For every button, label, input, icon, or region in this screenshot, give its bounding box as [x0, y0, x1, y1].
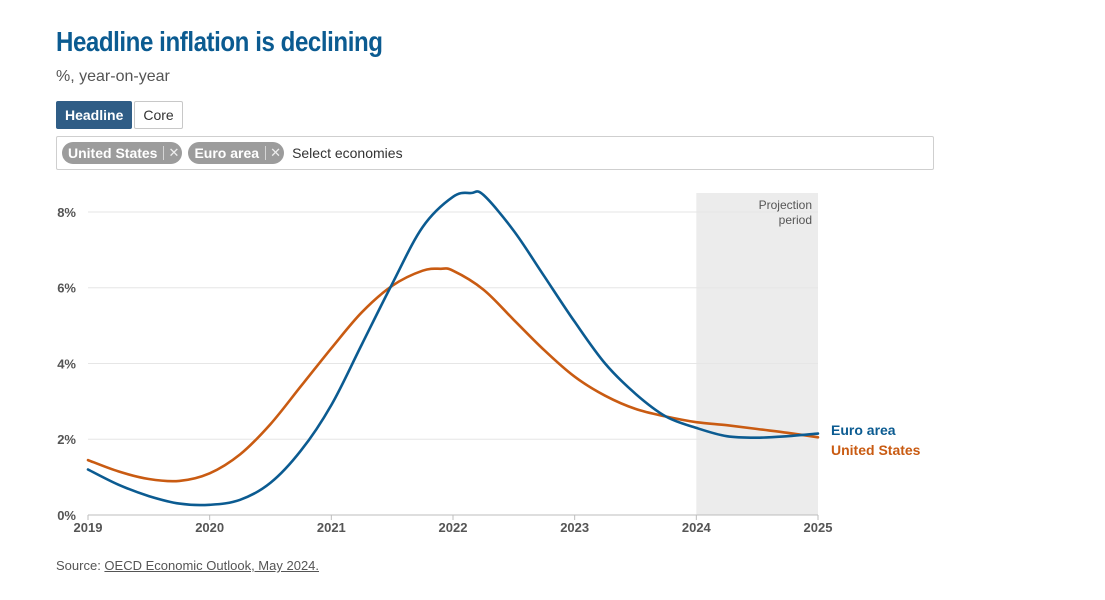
- source-prefix: Source:: [56, 558, 105, 573]
- projection-label: period: [779, 213, 812, 227]
- chip-united-states: United States ✕: [62, 142, 183, 164]
- x-tick-label: 2023: [560, 520, 589, 535]
- close-icon[interactable]: ✕: [168, 145, 180, 160]
- tab-core[interactable]: Core: [134, 101, 183, 129]
- chip-divider: [163, 146, 165, 160]
- chart-subtitle: %, year-on-year: [56, 68, 170, 85]
- chip-label: United States: [68, 145, 158, 161]
- projection-band: [696, 193, 818, 515]
- x-tick-label: 2025: [804, 520, 833, 535]
- chart-title: Headline inflation is declining: [56, 26, 383, 57]
- y-tick-label: 0%: [57, 508, 76, 523]
- economy-selector[interactable]: United States ✕ Euro area ✕ Select econo…: [56, 136, 934, 170]
- tab-headline[interactable]: Headline: [56, 101, 133, 129]
- close-icon[interactable]: ✕: [270, 145, 281, 160]
- y-tick-label: 8%: [57, 205, 76, 220]
- y-tick-label: 4%: [57, 356, 76, 371]
- x-tick-label: 2020: [195, 520, 224, 535]
- measure-tabs: Headline Core: [56, 101, 183, 129]
- chip-divider: [265, 146, 267, 160]
- chip-label: Euro area: [194, 145, 260, 161]
- series-line-united-states: [86, 267, 820, 483]
- x-tick-label: 2019: [74, 520, 103, 535]
- select-economies-input[interactable]: Select economies: [292, 145, 403, 161]
- x-tick-label: 2022: [439, 520, 468, 535]
- source-note: Source: OECD Economic Outlook, May 2024.: [56, 558, 319, 573]
- x-tick-label: 2021: [317, 520, 346, 535]
- y-tick-label: 2%: [57, 432, 76, 447]
- series-label-united-states: United States: [831, 442, 921, 458]
- series-line-euro-area: [86, 190, 820, 507]
- projection-label: Projection: [759, 198, 812, 212]
- chip-euro-area: Euro area ✕: [188, 142, 285, 164]
- x-tick-label: 2024: [682, 520, 712, 535]
- y-tick-label: 6%: [57, 281, 76, 296]
- source-link[interactable]: OECD Economic Outlook, May 2024.: [104, 558, 320, 573]
- series-label-euro-area: Euro area: [831, 422, 896, 438]
